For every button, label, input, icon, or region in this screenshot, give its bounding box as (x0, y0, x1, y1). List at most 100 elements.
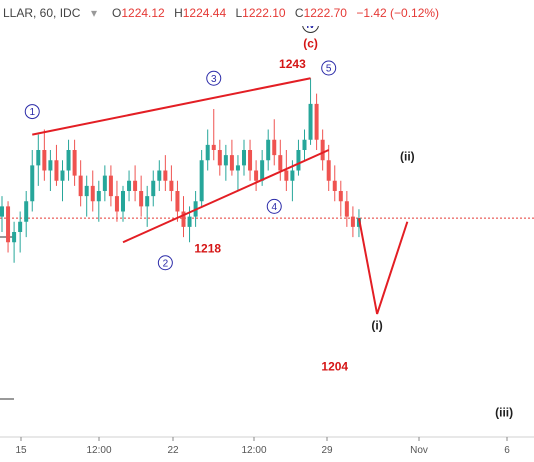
price-label: (c) (303, 37, 318, 51)
candle-body (248, 150, 253, 171)
wave-label-text: 1 (29, 107, 35, 118)
candle-body (157, 170, 162, 181)
wave-label-text: 5 (326, 64, 332, 75)
candle-body (12, 232, 17, 243)
candle-body (6, 206, 11, 243)
price-label: 1204 (321, 359, 348, 373)
wave-label: 1 (24, 104, 40, 120)
candle-body (54, 160, 59, 181)
candle-body (217, 150, 222, 166)
header: LLAR, 60, IDC ▾ O1224.12 H1224.44 L1222.… (3, 6, 439, 20)
x-tick-label: 15 (15, 445, 27, 456)
candle-body (332, 180, 337, 191)
candle-body (296, 150, 301, 171)
wave-label-circle (206, 70, 222, 86)
candle-body (229, 155, 234, 171)
wave-labels: 12345iv (24, 15, 337, 271)
candle-body (278, 155, 283, 171)
price-label: (i) (371, 318, 382, 332)
candle-body (0, 206, 4, 217)
candle-body (90, 185, 95, 202)
header-bg (0, 0, 534, 26)
candle-body (242, 150, 246, 166)
low-value: 1222.10 (242, 6, 286, 20)
x-tick-label: 22 (167, 445, 179, 456)
wave-label-circle (266, 198, 282, 214)
candle-body (205, 144, 210, 161)
candle-body (169, 180, 174, 191)
candle-body (84, 185, 89, 197)
x-tick-label: 12:00 (86, 445, 111, 456)
candle-body (308, 103, 313, 140)
candle-body (187, 216, 192, 227)
candle-body (254, 170, 259, 181)
candle-body (163, 170, 168, 181)
x-axis: 15 12:00 22 12:00 29 Nov 6 (15, 437, 510, 456)
candle-body (314, 103, 319, 140)
candle-body (350, 216, 355, 227)
candle-body (199, 160, 204, 202)
candle-body (18, 221, 23, 232)
symbol-label: LLAR, 60, IDC (3, 6, 81, 20)
trend-line (32, 77, 311, 136)
candle-body (320, 139, 325, 161)
open-key: O (112, 6, 121, 20)
candle-body (272, 139, 277, 156)
chevron-down-icon[interactable]: ▾ (91, 6, 97, 20)
wave-label-text: 2 (163, 258, 169, 269)
y-axis-tick-marks (0, 236, 14, 400)
projection-path (357, 217, 409, 315)
price-label: (iii) (495, 406, 513, 420)
candle-body (235, 165, 240, 171)
candle-body (108, 175, 113, 197)
candle-body (211, 144, 216, 150)
ohlc-values: O1224.12 H1224.44 L1222.10 C1222.70 −1.4… (112, 6, 439, 20)
candle-body (66, 150, 71, 171)
wave-label-circle (24, 104, 40, 120)
candle-body (302, 139, 307, 150)
candle-body (175, 191, 180, 212)
candle-body (290, 170, 295, 181)
wave-label-text: 3 (211, 74, 217, 85)
candle-body (284, 170, 289, 181)
close-key: C (295, 6, 304, 20)
low-key: L (235, 6, 242, 20)
candle-body (36, 150, 41, 166)
candle-body (102, 175, 107, 191)
candle-body (127, 180, 132, 191)
x-tick-label: 6 (504, 445, 510, 456)
x-tick-label: 29 (321, 445, 333, 456)
candle-body (96, 191, 101, 202)
price-label: 1218 (194, 242, 221, 256)
candle-body (78, 175, 83, 197)
wave-label: 4 (266, 198, 282, 214)
candle-body (48, 160, 53, 171)
trend-lines (32, 77, 330, 244)
wave-label: 3 (206, 70, 222, 86)
wave-label-text: 4 (271, 202, 277, 213)
price-labels: 1243 1218 1204 (c) (i) (ii) (iii) (194, 37, 513, 420)
candle-body (42, 150, 47, 171)
high-key: H (174, 6, 183, 20)
candle-body (260, 160, 265, 181)
price-label: (ii) (400, 149, 415, 163)
x-tick-label: Nov (410, 445, 428, 456)
price-label: 1243 (279, 57, 306, 71)
candle-body (24, 201, 29, 222)
candle-body (151, 180, 156, 197)
high-value: 1224.44 (183, 6, 227, 20)
open-value: 1224.12 (121, 6, 165, 20)
candle-body (223, 155, 228, 166)
candle-body (139, 191, 144, 207)
candle-body (266, 139, 271, 161)
candle-body (326, 160, 331, 181)
candle-body (181, 211, 186, 227)
trend-line (122, 149, 330, 244)
change-value: −1.42 (−0.12%) (356, 6, 439, 20)
candle-body (72, 150, 77, 176)
candle-body (344, 201, 349, 217)
candle-body (30, 165, 35, 202)
candle-body (145, 196, 150, 207)
candle-body (114, 196, 119, 212)
candles (0, 78, 361, 263)
